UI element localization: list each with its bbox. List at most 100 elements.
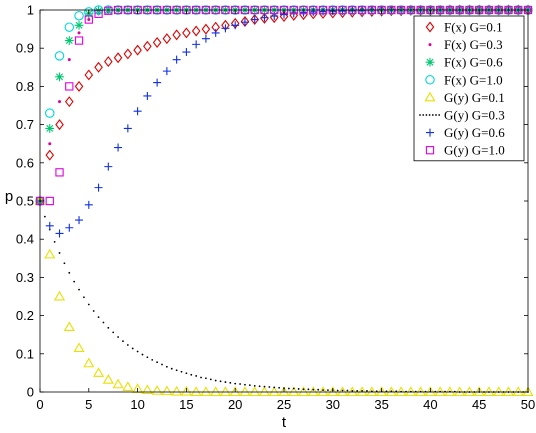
data-point: [387, 5, 396, 17]
data-point: [356, 386, 368, 396]
legend-marker: [419, 114, 421, 116]
series-5: [34, 195, 534, 396]
data-point: [322, 389, 324, 391]
data-point: [48, 142, 52, 146]
data-point: [55, 229, 64, 238]
data-point: [55, 119, 64, 131]
data-point: [337, 386, 349, 396]
y-tick-label: 0.5: [16, 194, 34, 209]
legend-entry: G(y) G=0.3: [419, 108, 505, 123]
data-point: [221, 24, 230, 33]
data-point: [200, 386, 212, 396]
data-point: [143, 91, 152, 100]
data-point: [73, 280, 76, 283]
data-point: [53, 240, 56, 243]
data-point: [65, 223, 74, 232]
data-point: [65, 82, 74, 91]
x-tick-label: 35: [374, 397, 388, 412]
data-point: [141, 384, 153, 395]
data-point: [493, 386, 505, 396]
data-point: [182, 48, 191, 57]
data-point: [502, 386, 515, 396]
legend-marker: [435, 114, 437, 116]
y-tick-label: 0.4: [16, 232, 34, 247]
data-point: [219, 380, 222, 383]
legend-label: G(y) G=1.0: [444, 143, 505, 158]
data-point: [78, 288, 80, 291]
data-point: [268, 386, 271, 388]
legend-box: [413, 15, 525, 162]
data-point: [146, 356, 149, 359]
data-point: [366, 389, 368, 392]
data-point: [327, 386, 339, 396]
data-point: [307, 388, 310, 391]
data-point: [113, 52, 123, 64]
data-point: [93, 367, 105, 377]
data-point: [83, 357, 95, 368]
data-point: [162, 33, 172, 45]
data-point: [200, 376, 202, 379]
legend-label: F(x) G=0.1: [444, 20, 503, 35]
data-point: [133, 107, 142, 116]
y-tick-label: 0.8: [16, 79, 34, 94]
data-point: [180, 385, 192, 396]
data-point: [292, 387, 295, 390]
data-point: [53, 290, 66, 301]
y-tick-label: 0.3: [16, 270, 34, 285]
axes: 0 5 10 15 20 25 30 35 40 45 50 0 0.1 0.2 0.3 0.4 0.5 0.6 0…: [16, 3, 535, 413]
x-tick-label: 20: [228, 397, 242, 412]
data-point: [107, 326, 110, 329]
x-tick-label: 5: [85, 397, 92, 412]
data-point: [122, 381, 134, 391]
y-tick-label: 0.9: [16, 41, 34, 56]
legend-marker: [425, 146, 435, 155]
data-point: [45, 149, 55, 161]
data-point: [104, 6, 113, 15]
data-point: [153, 78, 162, 87]
data-point: [165, 365, 168, 368]
data-point: [84, 15, 93, 24]
data-point: [444, 386, 456, 396]
data-point: [192, 40, 201, 49]
data-point: [341, 389, 344, 392]
data-point: [209, 378, 212, 381]
data-point: [136, 350, 139, 353]
legend-marker: [438, 114, 441, 116]
data-point: [426, 4, 435, 16]
data-point: [185, 372, 188, 375]
data-point: [327, 389, 329, 391]
data-point: [161, 385, 173, 396]
data-point: [219, 386, 231, 396]
x-tick-label: 10: [130, 397, 144, 412]
data-point: [45, 124, 55, 133]
legend-entry: F(x) G=1.0: [425, 72, 503, 87]
data-point: [55, 168, 64, 177]
data-point: [45, 108, 55, 118]
data-point: [117, 336, 119, 338]
data-point: [151, 385, 163, 395]
legend-entry: F(x) G=0.3: [428, 37, 503, 52]
y-tick-label: 0.2: [16, 308, 34, 323]
data-point: [288, 386, 300, 396]
x-tick-label: 0: [36, 397, 43, 412]
data-point: [68, 271, 71, 274]
data-point: [175, 369, 178, 372]
data-point: [143, 40, 152, 52]
data-point: [161, 363, 163, 366]
data-point: [182, 27, 191, 39]
y-tick-label: 0: [27, 385, 34, 400]
data-point: [104, 162, 113, 171]
data-point: [297, 386, 310, 396]
legend-marker: [425, 21, 435, 33]
legend-entry: G(y) G=0.6: [426, 125, 505, 140]
legend-marker: [424, 91, 436, 102]
data-point: [97, 316, 100, 319]
data-point: [156, 361, 159, 364]
data-point: [366, 386, 378, 396]
data-point: [258, 385, 261, 388]
data-point: [63, 321, 75, 332]
data-point: [190, 373, 193, 376]
data-point: [483, 386, 495, 396]
data-point: [58, 252, 61, 254]
y-tick-label: 1: [27, 3, 34, 18]
